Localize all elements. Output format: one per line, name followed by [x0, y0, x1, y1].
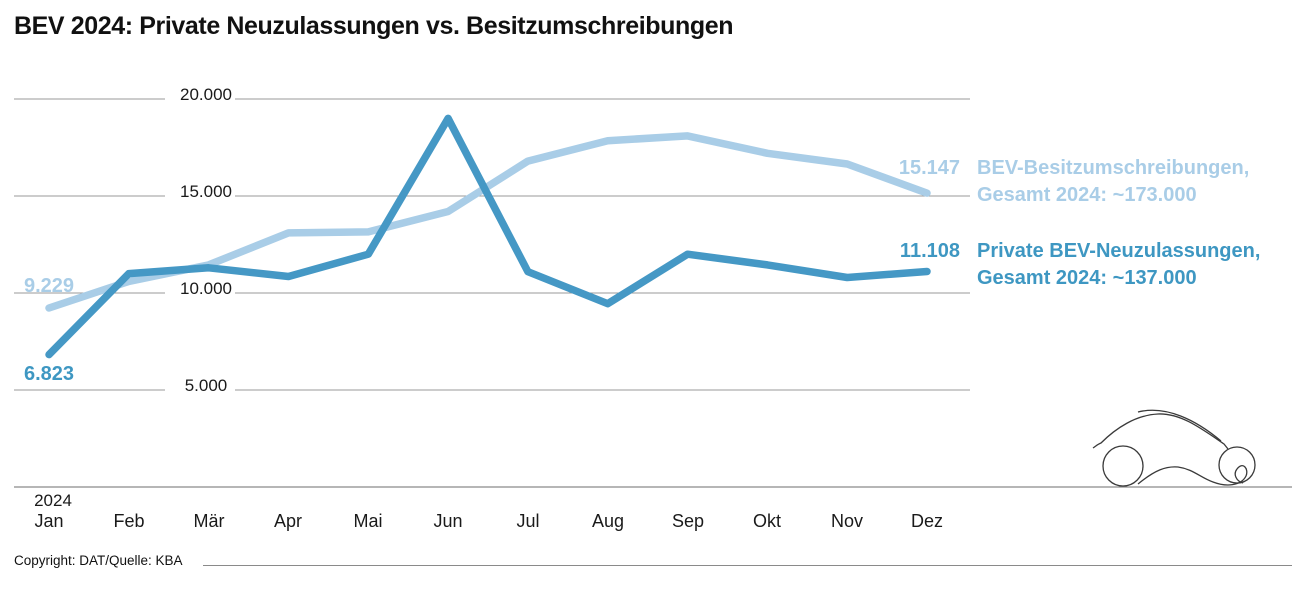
- legend-besitzumschreibungen: BEV-Besitzumschreibungen, Gesamt 2024: ~…: [977, 155, 1277, 209]
- car-body-line: [1137, 465, 1248, 486]
- legend-neuzulassungen: Private BEV-Neuzulassungen, Gesamt 2024:…: [977, 238, 1277, 292]
- gridlines-group: [14, 98, 970, 391]
- x-axis-month-label: Mai: [353, 511, 383, 531]
- x-axis-month-label: Jan: [34, 511, 64, 531]
- car-roof-line: [1092, 413, 1229, 450]
- start-value-besitzumschreibungen: 9.229: [24, 275, 75, 297]
- x-axis-month-label: Jul: [516, 511, 540, 531]
- copyright-text: Copyright: DAT/Quelle: KBA: [14, 553, 183, 568]
- y-axis-tick-label: 20.000: [180, 85, 232, 104]
- start-value-neuzulassungen: 6.823: [24, 363, 75, 385]
- x-axis-month-label: Dez: [910, 511, 943, 531]
- x-axis-month-label: Okt: [752, 511, 781, 531]
- x-axis-month-label: Nov: [830, 511, 863, 531]
- y-axis-tick-label: 15.000: [180, 182, 232, 201]
- x-axis-month-label: Apr: [273, 511, 302, 531]
- end-value-besitzumschreibungen: 15.147: [898, 157, 960, 179]
- y-axis-tick-label: 5.000: [184, 376, 228, 395]
- x-axis-month-label: Feb: [113, 511, 145, 531]
- car-roof-accent-line: [1137, 409, 1222, 442]
- car-front-wheel: [1102, 445, 1144, 487]
- car-sketch-illustration: [1092, 409, 1256, 487]
- legend-neuzulassungen-line2: Gesamt 2024: ~137.000: [977, 267, 1197, 289]
- copyright-divider-line: [203, 565, 1292, 566]
- legend-neuzulassungen-line1: Private BEV-Neuzulassungen,: [977, 240, 1261, 262]
- car-rear-wheel: [1218, 446, 1256, 484]
- y-axis-tick-label: 10.000: [180, 279, 232, 298]
- x-axis-year-label: 2024: [34, 491, 72, 510]
- legend-besitzumschreibungen-line2: Gesamt 2024: ~173.000: [977, 184, 1197, 206]
- x-axis-month-label: Sep: [671, 511, 705, 531]
- x-axis-month-label: Mär: [193, 511, 225, 531]
- chart-title: BEV 2024: Private Neuzulassungen vs. Bes…: [14, 12, 734, 40]
- series-line-neuzulassungen: [45, 114, 931, 359]
- end-value-neuzulassungen: 11.108: [899, 240, 960, 262]
- x-axis-month-label: Jun: [433, 511, 463, 531]
- x-axis-month-label: Aug: [591, 511, 625, 531]
- legend-besitzumschreibungen-line1: BEV-Besitzumschreibungen,: [977, 157, 1250, 179]
